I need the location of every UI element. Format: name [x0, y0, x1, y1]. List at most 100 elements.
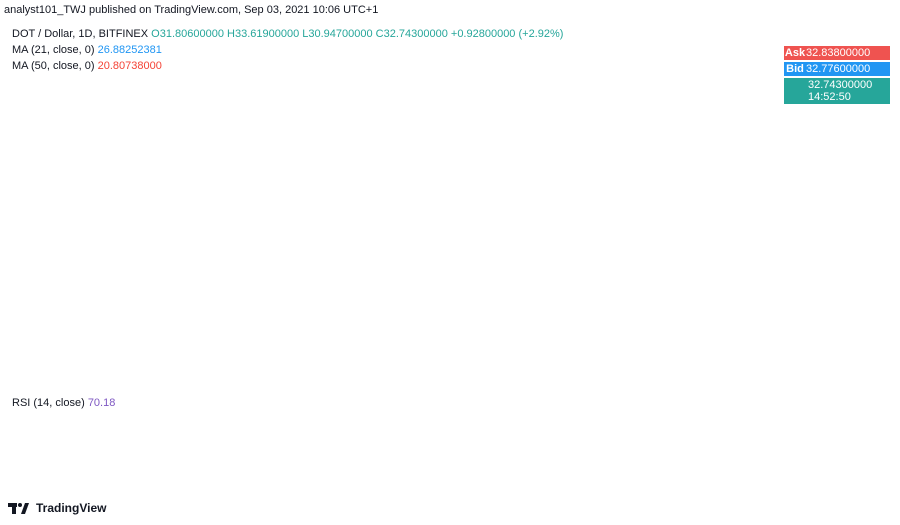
candle-body [390, 354, 395, 369]
candle-body [318, 261, 323, 270]
candle-body [670, 84, 675, 92]
last-price: 32.74300000 [808, 79, 873, 91]
ohlc-values: O31.80600000 H33.61900000 L30.94700000 C… [151, 28, 564, 40]
rsi-path [7, 401, 673, 465]
candle-body [45, 178, 50, 190]
candle-body [162, 168, 167, 174]
rsi-band [8, 408, 783, 456]
ask-box: Ask 32.83800000 [784, 46, 890, 60]
candle-body [305, 250, 310, 256]
candle-body [416, 318, 421, 327]
candle-body [207, 258, 212, 281]
candle-body [64, 131, 69, 146]
ohlc-legend: DOT / Dollar, 1D, BITFINEX O31.80600000 … [12, 28, 563, 40]
price-tick-label: 17.00000000 [816, 246, 880, 258]
time-tick-label: 14 [113, 474, 125, 486]
channel-lower-line [352, 105, 660, 384]
candle-body [12, 168, 17, 177]
candle-body [650, 88, 655, 120]
resistance-callout [444, 146, 541, 171]
candle-body [487, 227, 492, 244]
candle-body [592, 121, 597, 132]
candle-body [663, 91, 668, 94]
tradingview-logo-icon [8, 503, 29, 514]
candle-body [344, 284, 349, 292]
rsi-line [7, 401, 673, 465]
candle-body [533, 189, 538, 204]
ma50-label: MA (50, close, 0) [12, 60, 95, 72]
candle-body [136, 192, 141, 197]
channel-upper-line [300, 32, 647, 318]
candle-body [240, 269, 245, 280]
candle-body [201, 269, 206, 281]
ma50-value: 20.80738000 [97, 60, 162, 72]
currency-label: USD [857, 32, 878, 43]
candle-body [5, 168, 11, 195]
candle-body [325, 267, 330, 270]
candle-body [149, 146, 154, 163]
last-price-box: 32.74300000 14:52:50 [784, 78, 890, 104]
rsi-band-fill [8, 409, 783, 455]
candle-body [266, 264, 271, 275]
candle-body [468, 261, 473, 286]
candle-body [19, 176, 24, 194]
time-tick-label: Jun [25, 474, 43, 486]
candle-body [526, 203, 532, 211]
time-tick-label: 13 [705, 474, 717, 486]
support-callout [513, 286, 597, 311]
rsi-legend: RSI (14, close) 70.18 [12, 397, 115, 409]
candle-body [194, 256, 199, 270]
candle-body [129, 181, 134, 197]
candle-body [32, 154, 37, 206]
rsi-tick-label: 50.00 [822, 427, 850, 439]
candle-body [286, 266, 291, 273]
candle-body [553, 169, 558, 182]
candle-body [227, 282, 232, 290]
candle-body [25, 193, 30, 206]
ask-label: Ask [784, 47, 806, 59]
candle-body [461, 285, 466, 293]
candle-body [572, 141, 577, 161]
candle-body [605, 125, 610, 134]
candle-body [474, 261, 479, 267]
brand-label: TradingView [36, 501, 107, 515]
candle-body [84, 166, 89, 175]
candle-body [429, 305, 434, 313]
candle-body [481, 243, 486, 267]
candle-body [409, 318, 414, 333]
candle-body [103, 168, 108, 178]
candle-body [644, 119, 649, 137]
candle-body [403, 332, 408, 353]
candle-body [422, 312, 427, 327]
candle-body [500, 227, 505, 238]
candle-body [168, 168, 173, 186]
rsi-label: RSI (14, close) [12, 397, 85, 409]
ma50-line [7, 96, 673, 284]
candle-body [637, 136, 642, 146]
ma21-line [7, 133, 673, 309]
candle-body [71, 131, 76, 151]
candle-body [442, 296, 447, 300]
time-tick-label: Jul [222, 474, 236, 486]
ma50-path [7, 96, 673, 284]
candle-body [494, 227, 499, 238]
candle-body [292, 262, 297, 267]
ma21-path [7, 133, 673, 309]
candle-body [598, 125, 603, 132]
candle-body [253, 259, 258, 271]
candle-body [123, 174, 128, 182]
candle-body [77, 150, 82, 167]
candle-body [351, 291, 356, 300]
bid-label: Bid [786, 63, 804, 75]
candle-body [618, 146, 623, 152]
time-tick-label: Aug [422, 474, 442, 486]
price-tick-label: 19.00000000 [816, 217, 880, 229]
candle-body [51, 180, 56, 190]
tradingview-brand[interactable]: TradingView [8, 501, 106, 515]
sma50-annotation: 50-day SMA [158, 247, 230, 262]
candle-body [455, 287, 460, 293]
price-tick-label: 11.50000000 [816, 345, 879, 357]
candle-body [631, 132, 636, 146]
